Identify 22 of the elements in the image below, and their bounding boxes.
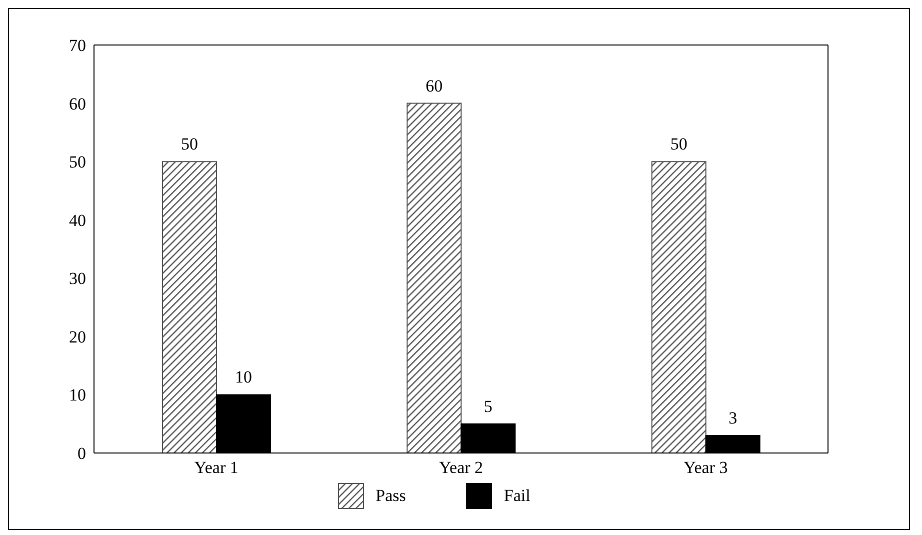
y-tick-label: 30 (69, 269, 86, 288)
data-label: 5 (484, 396, 492, 416)
y-tick-label: 50 (69, 152, 86, 172)
y-tick-label: 60 (69, 94, 86, 114)
data-label: 50 (670, 134, 688, 154)
data-label: 60 (426, 76, 443, 96)
legend-label: Fail (504, 486, 530, 506)
bar (162, 161, 218, 453)
y-tick-label: 10 (69, 386, 86, 405)
data-label: 3 (728, 408, 738, 428)
data-label: 10 (235, 368, 252, 387)
x-tick-label: Year 1 (194, 458, 238, 478)
y-tick-label: 20 (69, 327, 86, 346)
x-tick-label: Year 3 (684, 458, 728, 478)
x-tick-label: Year 2 (438, 458, 484, 478)
y-tick-label: 70 (69, 36, 86, 56)
data-label: 50 (181, 134, 198, 154)
y-tick-label: 0 (78, 444, 86, 464)
bar (406, 102, 462, 453)
legend-label: Pass (376, 486, 406, 506)
y-tick-label: 40 (69, 210, 86, 230)
bar (651, 161, 706, 453)
